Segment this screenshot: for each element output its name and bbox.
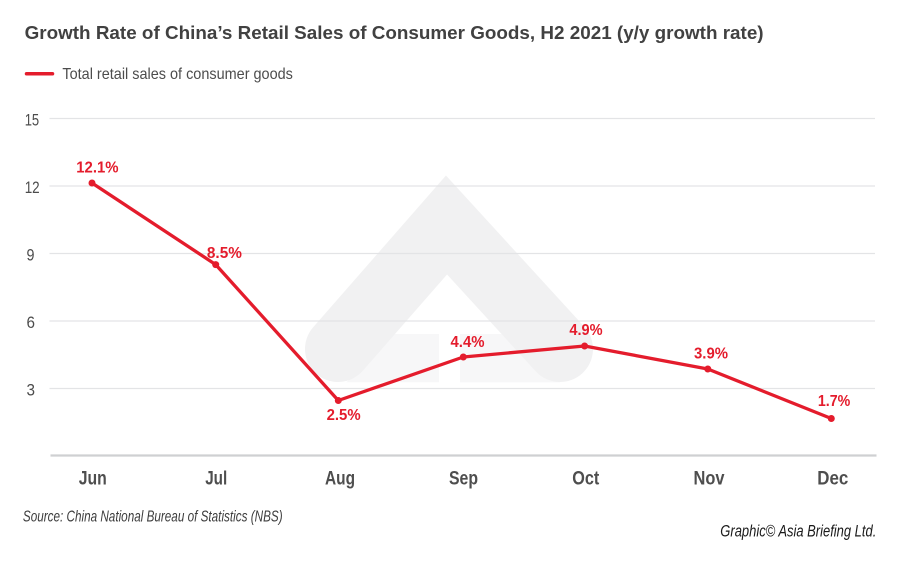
svg-text:1.7%: 1.7% bbox=[818, 393, 850, 410]
svg-text:2.5%: 2.5% bbox=[327, 407, 361, 424]
svg-text:Nov: Nov bbox=[694, 468, 725, 489]
svg-text:Aug: Aug bbox=[325, 468, 355, 489]
svg-text:15: 15 bbox=[25, 111, 40, 130]
svg-text:Jun: Jun bbox=[79, 468, 107, 489]
svg-text:9: 9 bbox=[27, 246, 35, 265]
svg-text:Graphic© Asia Briefing Ltd.: Graphic© Asia Briefing Ltd. bbox=[720, 522, 876, 541]
svg-text:12: 12 bbox=[25, 178, 40, 197]
svg-text:Growth Rate of China’s Retail: Growth Rate of China’s Retail Sales of C… bbox=[25, 23, 764, 43]
svg-text:4.9%: 4.9% bbox=[569, 322, 602, 339]
svg-text:3: 3 bbox=[27, 381, 36, 400]
svg-text:6: 6 bbox=[27, 313, 36, 332]
svg-text:Total retail sales of consumer: Total retail sales of consumer goods bbox=[62, 66, 293, 83]
svg-text:12.1%: 12.1% bbox=[76, 160, 118, 177]
svg-text:4.4%: 4.4% bbox=[451, 334, 485, 351]
svg-text:8.5%: 8.5% bbox=[207, 245, 242, 262]
svg-text:3.9%: 3.9% bbox=[694, 345, 728, 362]
svg-text:Oct: Oct bbox=[572, 468, 600, 489]
svg-text:Jul: Jul bbox=[205, 468, 227, 489]
svg-text:Sep: Sep bbox=[449, 468, 478, 489]
svg-text:Dec: Dec bbox=[817, 468, 848, 489]
svg-text:Source: China National Bureau: Source: China National Bureau of Statist… bbox=[23, 509, 283, 526]
